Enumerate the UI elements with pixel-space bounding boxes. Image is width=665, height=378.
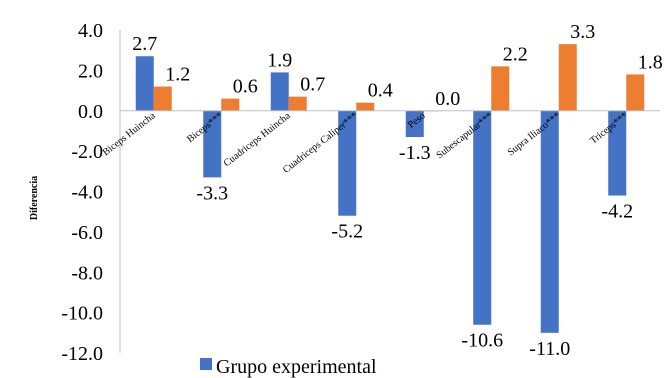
bar-series-2-1 [221,98,240,111]
legend-swatch-grupo-experimental [200,358,212,370]
y-tick-label: -6.0 [71,222,103,244]
category-label: Cuadriceps Huincha [222,110,293,169]
bar-series-1-0 [135,56,154,111]
legend: Grupo experimental [200,356,377,378]
data-label-series-1-1: -3.3 [196,182,228,204]
category-label: Biceps Huincha [101,110,158,158]
bar-series-2-2 [288,96,307,111]
bar-series-1-4 [405,110,424,137]
data-label-series-2-6: 3.3 [570,21,595,43]
y-tick-label: -10.0 [61,303,103,325]
y-tick-label: 2.0 [78,60,103,82]
y-tick-label: -8.0 [71,262,103,284]
data-label-series-2-1: 0.6 [233,76,258,98]
data-label-series-1-3: -5.2 [331,221,363,243]
y-axis-label: Diferencia [29,176,40,220]
data-label-series-1-7: -4.2 [601,201,633,223]
data-label-series-2-0: 1.2 [165,64,190,86]
bar-series-2-3 [356,102,375,111]
bar-series-1-1 [203,110,222,178]
y-tick-label: -4.0 [71,182,103,204]
data-labels: 2.7 -3.3 1.9 -5.2 -1.3 -10.6 -11.0 -4.2 1.2 0.6 0.… [132,21,663,360]
bar-series-2-5 [491,66,510,111]
data-label-series-1-5: -10.6 [461,330,503,352]
bar-series-2-7 [626,74,645,111]
y-tick-label: 0.0 [78,101,103,123]
data-label-series-2-7: 1.8 [638,51,663,73]
y-axis-ticks: 4.0 2.0 0.0 -2.0 -4.0 -6.0 -8.0 -10.0 -12.0 [61,20,103,365]
data-label-series-2-4: 0.0 [435,88,460,110]
bar-series-1-7 [608,110,627,196]
bar-series-1-5 [473,110,492,325]
bars [135,44,645,333]
data-label-series-1-2: 1.9 [267,49,292,71]
data-label-series-2-5: 2.2 [503,43,528,65]
bar-series-2-0 [153,86,172,111]
bar-series-2-6 [558,44,577,111]
legend-label-grupo-experimental: Grupo experimental [216,356,377,378]
data-label-series-1-0: 2.7 [132,33,157,55]
data-label-series-2-3: 0.4 [368,80,393,102]
bar-series-1-6 [540,110,559,333]
data-label-series-1-6: -11.0 [529,338,570,360]
data-label-series-2-2: 0.7 [300,74,325,96]
y-tick-label: -12.0 [61,343,103,365]
bar-series-1-3 [338,110,357,216]
y-tick-label: -2.0 [71,141,103,163]
data-label-series-1-4: -1.3 [399,142,431,164]
bar-series-1-2 [270,72,289,111]
y-tick-label: 4.0 [78,20,103,42]
